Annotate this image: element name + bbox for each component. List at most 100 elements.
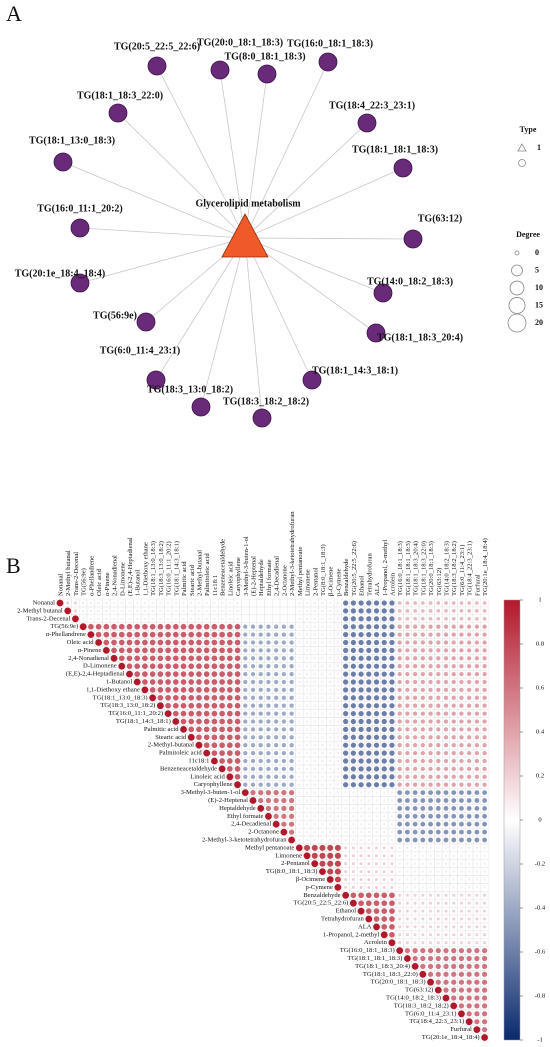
correlation-dot	[390, 799, 394, 802]
correlation-dot	[313, 609, 316, 612]
column-label: TG(20:0_18:1_18:3)	[428, 541, 435, 596]
correlation-dot	[390, 870, 394, 874]
correlation-dot	[87, 631, 95, 638]
correlation-dot	[321, 704, 324, 707]
correlation-dot	[226, 773, 234, 781]
correlation-dot	[243, 735, 248, 740]
correlation-dot	[288, 805, 295, 812]
edge	[244, 237, 414, 240]
row-label: Linoleic acid	[190, 773, 225, 780]
correlation-dot	[373, 695, 380, 701]
correlation-dot	[366, 710, 372, 717]
correlation-dot	[413, 917, 417, 921]
correlation-dot	[443, 774, 449, 779]
correlation-dot	[405, 609, 410, 613]
correlation-dot	[313, 601, 316, 605]
correlation-dot	[350, 600, 356, 606]
correlation-dot	[350, 679, 356, 685]
correlation-dot	[305, 673, 309, 676]
correlation-dot	[313, 696, 316, 699]
correlation-dot	[389, 695, 395, 701]
row-label: Benzeneacetaldehyde	[160, 765, 217, 772]
correlation-dot	[329, 601, 332, 605]
node	[147, 56, 167, 76]
correlation-dot	[460, 846, 463, 849]
correlation-dot	[474, 971, 480, 977]
correlation-dot	[475, 846, 478, 849]
correlation-dot	[358, 647, 364, 654]
correlation-dot	[250, 735, 256, 740]
correlation-dot	[350, 631, 356, 638]
correlation-dot	[405, 719, 410, 724]
correlation-dot	[289, 671, 294, 677]
correlation-dot	[329, 704, 332, 707]
correlation-dot	[466, 1003, 472, 1009]
correlation-dot	[226, 655, 233, 662]
correlation-dot	[241, 789, 249, 796]
correlation-dot	[157, 631, 164, 638]
correlation-dot	[459, 805, 464, 811]
correlation-dot	[329, 688, 332, 691]
row-label: TG(20:1e_18:4_18:4)	[422, 1034, 480, 1041]
correlation-dot	[149, 639, 156, 646]
correlation-dot	[136, 601, 139, 605]
column-label: Nonanal	[58, 573, 65, 596]
correlation-dot	[243, 727, 248, 732]
correlation-dot	[344, 870, 348, 874]
correlation-dot	[444, 909, 448, 913]
correlation-dot	[243, 758, 248, 764]
correlation-dot	[398, 854, 401, 857]
correlation-dot	[444, 878, 448, 881]
correlation-dot	[428, 743, 433, 748]
correlation-dot	[389, 710, 395, 717]
correlation-dot	[281, 797, 287, 804]
correlation-dot	[305, 617, 309, 620]
correlation-dot	[234, 734, 241, 741]
correlation-dot	[414, 878, 417, 881]
correlation-dot	[141, 686, 149, 694]
legend-label: 0	[535, 248, 539, 257]
correlation-dot	[358, 608, 364, 614]
correlation-dot	[266, 664, 271, 669]
correlation-dot	[451, 805, 457, 811]
correlation-dot	[226, 750, 233, 756]
correlation-dot	[390, 877, 394, 882]
correlation-dot	[344, 807, 347, 810]
node-label: TG(18:1_18:3_22:0)	[77, 90, 163, 101]
correlation-dot	[190, 601, 193, 605]
correlation-dot	[358, 710, 364, 717]
correlation-dot	[466, 971, 472, 977]
correlation-dot	[421, 933, 425, 937]
correlation-dot	[412, 703, 418, 708]
correlation-dot	[474, 995, 480, 1001]
correlation-dot	[412, 782, 418, 787]
correlation-dot	[483, 893, 487, 897]
correlation-dot	[451, 648, 456, 653]
correlation-dot	[420, 687, 425, 693]
correlation-dot	[373, 734, 380, 740]
correlation-dot	[420, 805, 426, 811]
correlation-dot	[298, 673, 301, 676]
correlation-dot	[451, 601, 456, 605]
correlation-dot	[397, 671, 402, 677]
correlation-dot	[373, 655, 380, 661]
correlation-dot	[436, 917, 440, 921]
correlation-dot	[321, 744, 324, 747]
correlation-dot	[236, 601, 239, 605]
correlation-dot	[321, 680, 324, 684]
correlation-dot	[311, 852, 318, 859]
correlation-dot	[159, 609, 162, 612]
correlation-dot	[180, 663, 187, 670]
correlation-dot	[436, 640, 441, 645]
correlation-dot	[298, 815, 301, 818]
correlation-dot	[257, 805, 265, 812]
correlation-dot	[305, 625, 309, 628]
row-label: Ethyl formate	[227, 813, 264, 820]
correlation-dot	[288, 789, 295, 796]
correlation-dot	[421, 854, 424, 857]
correlation-dot	[305, 720, 309, 723]
correlation-dot	[383, 815, 386, 818]
correlation-dot	[389, 703, 395, 709]
correlation-dot	[266, 679, 271, 685]
